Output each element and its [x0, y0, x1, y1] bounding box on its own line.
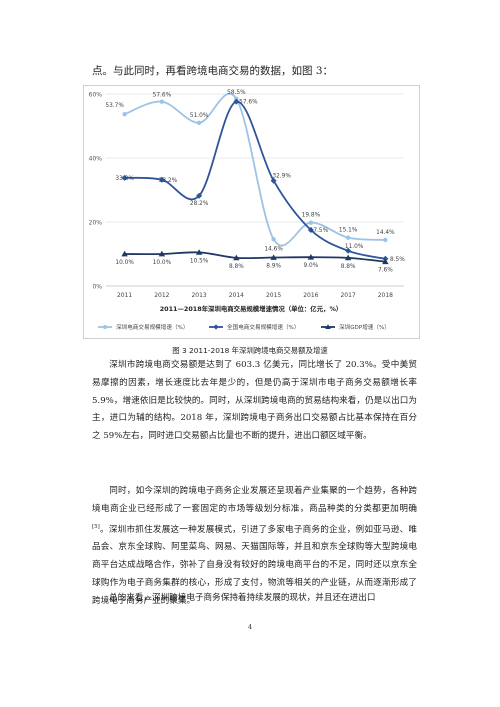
chart-container: 0% 20% 40% 60% 2011 2012 2013 2014 2015 2016 2017 2… [83, 85, 420, 339]
series-line [124, 93, 386, 247]
data-point [345, 235, 351, 240]
data-label: 58.5% [227, 90, 246, 96]
data-point [308, 220, 314, 225]
paragraph-1: 深圳市跨境电商交易额是达到了 603.3 亿美元，同比增长了 20.3%。受中美… [92, 357, 417, 446]
growth-line-chart: 0% 20% 40% 60% 2011 2012 2013 2014 2015 2016 2017 2… [89, 90, 406, 331]
y-tick-label: 60% [89, 92, 103, 99]
x-tick-label: 2011 [117, 292, 132, 299]
data-label: 32.9% [272, 174, 291, 180]
data-label: 10.5% [190, 258, 209, 264]
data-point [196, 192, 203, 199]
data-point [158, 176, 165, 183]
data-point [121, 250, 128, 257]
series-line [124, 251, 386, 263]
y-tick-label: 0% [92, 284, 102, 291]
data-label: 14.6% [264, 246, 283, 252]
paragraph-3: 总的来看，深圳跨境电子商务保持着持续发展的现状，并且还在进出口 [92, 590, 417, 608]
data-point [307, 254, 315, 260]
data-label: 57.6% [239, 100, 258, 106]
data-label: 8.9% [266, 264, 281, 270]
data-label: 9.0% [304, 263, 319, 269]
legend-marker [325, 324, 331, 329]
data-label: 10.0% [153, 260, 172, 266]
data-point [233, 254, 240, 261]
data-point [345, 247, 352, 254]
data-label: 8.5% [390, 257, 405, 263]
x-tick-label: 2015 [266, 292, 281, 299]
data-label: 8.8% [341, 264, 356, 270]
data-point [383, 237, 388, 243]
data-label: 17.5% [310, 228, 329, 234]
intro-text: 点。与此同时，再看跨境电商交易的数据，如图 3： [92, 65, 334, 77]
data-point [271, 237, 276, 242]
legend-label: 全国电商交易规模增速（%） [227, 323, 299, 331]
data-label: 19.8% [302, 213, 321, 219]
x-tick-label: 2016 [303, 292, 318, 299]
legend-marker [213, 324, 219, 330]
paragraph-2-text-cont: 。深圳市抓住发展这一种发展模式，引进了多家电子商务的企业，例如亚马逊、唯品会、京… [92, 524, 417, 606]
data-point [196, 120, 202, 125]
data-label: 33.8% [115, 176, 134, 182]
data-label: 7.6% [378, 268, 393, 274]
data-label: 8.8% [229, 264, 244, 270]
chart-title: 2011—2018年深圳电商交易规模增速情况（单位：亿元，%） [160, 304, 343, 313]
y-tick-label: 20% [89, 220, 103, 227]
data-point [195, 249, 203, 255]
paragraph-3-text: 总的来看，深圳跨境电子商务保持着持续发展的现状，并且还在进出口 [109, 593, 376, 603]
data-point [159, 99, 165, 104]
x-tick-label: 2013 [191, 292, 206, 299]
series-line [124, 100, 386, 260]
data-point [307, 227, 314, 233]
data-label: 15.1% [339, 228, 358, 234]
data-label: 33.2% [159, 178, 178, 184]
data-point [344, 254, 352, 261]
data-point [158, 250, 166, 257]
data-point [121, 174, 128, 181]
legend-label: 深圳电商交易规模增速（%） [116, 323, 188, 331]
data-label: 57.6% [153, 93, 172, 99]
paragraph-2: 同时，如今深圳的跨境电子商务企业发展还呈现着产业集聚的一个趋势，各种跨境电商企业… [92, 483, 417, 610]
data-point [382, 258, 389, 265]
data-label: 53.7% [105, 103, 124, 109]
x-tick-label: 2018 [378, 292, 393, 299]
data-label: 14.4% [376, 230, 395, 236]
data-label: 28.2% [190, 201, 209, 207]
paragraph-2-text: 同时，如今深圳的跨境电子商务企业发展还呈现着产业集聚的一个趋势，各种跨境电商企业… [92, 486, 417, 514]
page-number: 4 [247, 623, 253, 631]
legend-label: 深圳GDP增速（%） [339, 323, 390, 331]
data-point [122, 111, 127, 117]
figure-caption: 图 3 2011-2018 年深圳跨境电商交易额及增速 [172, 346, 328, 355]
data-label: 11.0% [345, 244, 364, 250]
footnote-ref[interactable]: [5] [92, 523, 100, 530]
x-tick-label: 2017 [340, 292, 355, 299]
data-label: 51.0% [190, 113, 209, 119]
legend-marker [103, 325, 107, 329]
data-point [270, 177, 277, 184]
y-tick-label: 40% [89, 156, 103, 163]
paragraph-1-text: 深圳市跨境电商交易额是达到了 603.3 亿美元，同比增长了 20.3%。受中美… [92, 360, 417, 442]
x-tick-label: 2012 [154, 292, 169, 299]
data-point [270, 254, 277, 260]
data-label: 10.0% [115, 260, 134, 266]
x-tick-label: 2014 [229, 292, 244, 299]
data-point [233, 98, 240, 105]
